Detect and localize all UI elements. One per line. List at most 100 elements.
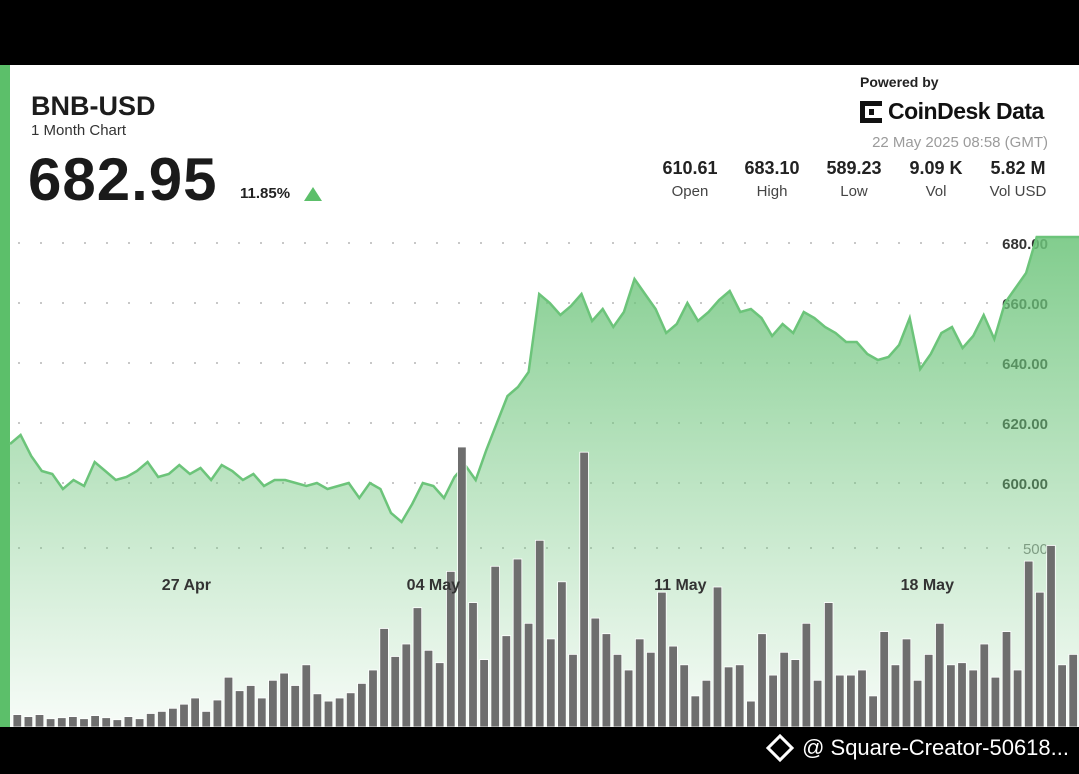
stat-label: Vol USD: [989, 183, 1047, 200]
stat-vol-usd: 5.82 M Vol USD: [982, 158, 1054, 200]
coindesk-logo: CoinDesk Data: [860, 98, 1044, 125]
volume-bar: [257, 697, 267, 727]
volume-bar: [468, 602, 478, 727]
volume-bar: [868, 695, 878, 727]
stat-high: 683.10 High: [736, 158, 808, 200]
volume-bar: [90, 715, 100, 727]
volume-bar: [1057, 664, 1067, 727]
stat-value: 589.23: [826, 158, 882, 178]
volume-bar: [79, 718, 89, 727]
volume-bar: [924, 654, 934, 727]
volume-bar: [134, 718, 145, 727]
stat-value: 610.61: [662, 158, 718, 178]
volume-bar: [45, 718, 56, 727]
price-area: [10, 237, 1079, 727]
volume-bar: [379, 628, 389, 727]
stat-open: 610.61 Open: [656, 158, 724, 200]
volume-bar: [746, 700, 756, 727]
x-tick-label: 27 Apr: [162, 577, 211, 594]
volume-bar: [490, 565, 500, 727]
volume-bar: [390, 656, 400, 727]
volume-bar: [223, 676, 234, 727]
volume-bar: [601, 633, 612, 727]
volume-bar: [790, 659, 801, 727]
x-tick-label: 18 May: [901, 577, 954, 594]
volume-bar: [457, 446, 467, 727]
volume-bar: [723, 666, 734, 727]
volume-bar: [857, 669, 867, 727]
volume-bar: [901, 638, 912, 727]
volume-bar: [768, 674, 778, 727]
watermark-text: @ Square-Creator-50618...: [802, 735, 1069, 760]
volume-bar: [590, 617, 601, 727]
volume-bar: [701, 679, 712, 727]
x-tick-label: 04 May: [407, 577, 460, 594]
volume-bar: [946, 664, 956, 727]
brand-name: CoinDesk Data: [888, 98, 1044, 124]
volume-bar: [912, 679, 923, 727]
volume-bar: [68, 716, 78, 727]
volume-bar: [145, 713, 156, 727]
volume-bar: [279, 672, 289, 727]
volume-bar: [179, 703, 189, 727]
price-change-percent: 11.85%: [240, 185, 291, 202]
volume-bar: [935, 622, 945, 727]
volume-bar: [712, 586, 723, 727]
diamond-icon: [765, 733, 795, 763]
stat-label: High: [756, 183, 788, 200]
volume-bar: [879, 631, 889, 727]
price-chart: 680.00660.00640.00620.00600.0050027 Apr0…: [9, 235, 1079, 727]
volume-bar: [535, 539, 545, 727]
current-price: 682.95: [28, 146, 218, 213]
volume-bar: [112, 719, 123, 727]
volume-bar: [623, 669, 634, 727]
volume-bar: [657, 591, 667, 727]
volume-bar: [1046, 545, 1056, 727]
volume-bar: [1068, 654, 1078, 727]
stat-value: 5.82 M: [990, 158, 1046, 178]
volume-bar: [579, 451, 589, 727]
volume-bar: [101, 717, 111, 727]
volume-bar: [846, 674, 856, 727]
footer-bar: [0, 727, 1079, 774]
volume-bar: [779, 651, 789, 727]
volume-bar: [423, 649, 434, 727]
volume-bar: [23, 716, 34, 727]
symbol-title: BNB-USD: [31, 91, 156, 121]
volume-bar: [990, 676, 1001, 727]
volume-bar: [446, 570, 456, 727]
powered-by-label: Powered by: [860, 74, 939, 90]
watermark: @ Square-Creator-50618...: [765, 733, 1069, 763]
volume-bar: [290, 685, 300, 727]
volume-bar: [357, 683, 367, 727]
volume-bar: [157, 711, 167, 727]
volume-bar: [168, 707, 178, 727]
volume-bar: [801, 622, 812, 727]
volume-bar: [679, 664, 689, 727]
up-arrow-icon: [304, 187, 322, 201]
volume-bar: [401, 643, 412, 727]
timestamp: 22 May 2025 08:58 (GMT): [872, 134, 1048, 151]
volume-bar: [190, 697, 200, 727]
volume-bar: [690, 695, 701, 727]
volume-bar: [501, 635, 512, 727]
volume-bar: [345, 692, 356, 727]
volume-bar: [835, 674, 845, 727]
chart-card: 680.00660.00640.00620.00600.0050027 Apr0…: [0, 65, 1079, 727]
volume-bar: [612, 654, 623, 727]
volume-bar: [57, 717, 67, 727]
x-tick-label: 11 May: [654, 577, 707, 594]
accent-bar: [0, 65, 10, 727]
stat-vol: 9.09 K Vol: [902, 158, 970, 200]
volume-bar: [212, 699, 223, 727]
stat-low: 589.23 Low: [818, 158, 890, 200]
volume-bar: [245, 685, 256, 727]
volume-bar: [968, 669, 978, 727]
stat-label: Open: [671, 183, 709, 200]
volume-bar: [123, 716, 134, 727]
volume-bar: [979, 643, 990, 727]
volume-bar: [1001, 631, 1012, 727]
volume-bar: [301, 664, 312, 727]
volume-bar: [957, 662, 967, 727]
volume-bar: [757, 633, 767, 727]
